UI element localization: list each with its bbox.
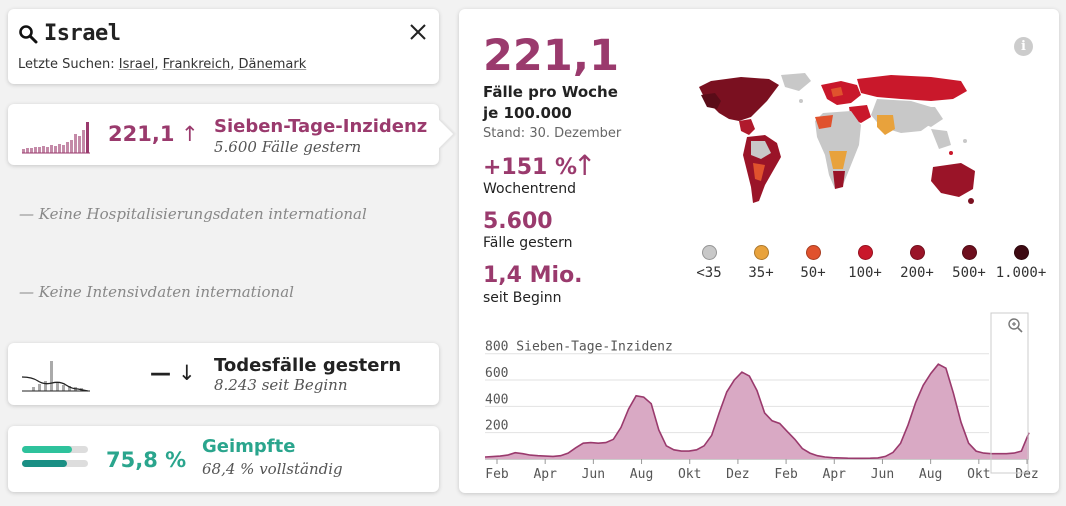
x-tick-label: Jun [582, 467, 605, 482]
x-tick-label: Okt [967, 467, 990, 482]
legend-label: 200+ [900, 265, 934, 281]
deaths-title: Todesfälle gestern [214, 355, 401, 376]
headline-value: 221,1 [483, 31, 619, 81]
incidence-card[interactable]: 221,1 ↑ Sieben-Tage-Inzidenz 5.600 Fälle… [8, 104, 439, 165]
detail-card: 221,1 Fälle pro Woche je 100.000 Stand: … [459, 9, 1059, 493]
legend-item: 500+ [943, 245, 995, 281]
legend-dot [806, 245, 821, 260]
info-icon-glyph: i [1021, 39, 1026, 54]
deaths-card[interactable]: — ↓ Todesfälle gestern 8.243 seit Beginn [8, 343, 439, 405]
legend-dot [702, 245, 717, 260]
x-tick-label: Apr [823, 467, 847, 482]
headline-label-1: Fälle pro Woche [483, 83, 618, 101]
x-tick-label: Feb [774, 467, 798, 482]
trend-arrow-icon: ↑ [573, 149, 596, 182]
legend-item: 100+ [839, 245, 891, 281]
legend-item: 35+ [735, 245, 787, 281]
incidence-chart: 200 400 600 800 Sieben-Tage-Inzidenz Feb Apr… [459, 309, 1059, 489]
deaths-value: — [150, 361, 171, 385]
hospital-note: — Keine Hospitalisierungsdaten internati… [19, 205, 367, 223]
search-input[interactable]: Israel [44, 21, 120, 46]
legend-label: <35 [696, 265, 721, 281]
search-icon [18, 24, 38, 44]
x-tick-label: Okt [678, 467, 701, 482]
vaccination-bars [22, 446, 88, 467]
legend-dot [858, 245, 873, 260]
vaccination-card[interactable]: 75,8 % Geimpfte 68,4 % vollständig [8, 426, 439, 492]
trend-label: Wochentrend [483, 181, 576, 197]
recent-label: Letzte Suchen: [18, 57, 115, 72]
vaccinated-value: 75,8 % [106, 448, 186, 472]
total-label: seit Beginn [483, 290, 561, 306]
y-tick-label: 400 [485, 392, 508, 407]
cases-value: 5.600 [483, 209, 553, 234]
legend-dot [910, 245, 925, 260]
deaths-trend-icon: ↓ [178, 361, 196, 385]
close-icon[interactable] [409, 23, 427, 41]
recent-link-daenemark[interactable]: Dänemark [239, 57, 307, 72]
deaths-sub: 8.243 seit Beginn [214, 376, 348, 394]
world-map [681, 71, 993, 211]
x-tick-label: Dez [726, 467, 749, 482]
y-tick-label: 800 Sieben-Tage-Inzidenz [485, 340, 673, 355]
legend-label: 100+ [848, 265, 882, 281]
cases-label: Fälle gestern [483, 235, 572, 251]
recent-searches: Letzte Suchen: Israel, Frankreich, Dänem… [18, 57, 306, 72]
legend-dot [754, 245, 769, 260]
legend-dot [962, 245, 977, 260]
vaccinated-sub: 68,4 % vollständig [202, 460, 343, 478]
vaccinated-first-bar [22, 446, 72, 453]
x-tick-label: Jun [871, 467, 894, 482]
legend-label: 500+ [952, 265, 986, 281]
y-tick-label: 600 [485, 366, 508, 381]
legend-item: <35 [683, 245, 735, 281]
incidence-sparkline [22, 120, 98, 154]
recent-link-israel[interactable]: Israel [119, 57, 155, 72]
legend-label: 1.000+ [996, 265, 1047, 281]
legend-item: 200+ [891, 245, 943, 281]
search-card: Israel Letzte Suchen: Israel, Frankreich… [8, 9, 439, 84]
legend-label: 50+ [800, 265, 825, 281]
zoom-icon[interactable] [1009, 319, 1022, 332]
incidence-area [485, 364, 1029, 459]
headline-label-2: je 100.000 [483, 104, 572, 122]
vaccinated-full-bar [22, 460, 67, 467]
total-value: 1,4 Mio. [483, 263, 583, 288]
deaths-sparkline [22, 357, 92, 393]
incidence-sub: 5.600 Fälle gestern [214, 138, 361, 156]
x-tick-label: Aug [630, 467, 653, 482]
incidence-trend-icon: ↑ [181, 122, 199, 146]
trend-value: +151 % [483, 155, 577, 180]
x-tick-label: Feb [485, 467, 509, 482]
x-tick-label: Dez [1015, 467, 1038, 482]
icu-note: — Keine Intensivdaten international [19, 283, 294, 301]
legend-item: 1.000+ [995, 245, 1047, 281]
recent-link-frankreich[interactable]: Frankreich [163, 57, 231, 72]
x-tick-label: Aug [919, 467, 942, 482]
incidence-title: Sieben-Tage-Inzidenz [214, 116, 427, 137]
incidence-value: 221,1 [108, 122, 174, 146]
y-tick-label: 200 [485, 419, 508, 434]
info-icon[interactable]: i [1014, 37, 1033, 56]
legend-dot [1014, 245, 1029, 260]
stand-date: Stand: 30. Dezember [483, 126, 621, 141]
x-tick-label: Apr [533, 467, 557, 482]
map-legend: <35 35+ 50+ 100+ 200+ 500+ 1.000+ [683, 245, 1047, 281]
legend-item: 50+ [787, 245, 839, 281]
legend-label: 35+ [748, 265, 773, 281]
vaccinated-title: Geimpfte [202, 436, 295, 457]
